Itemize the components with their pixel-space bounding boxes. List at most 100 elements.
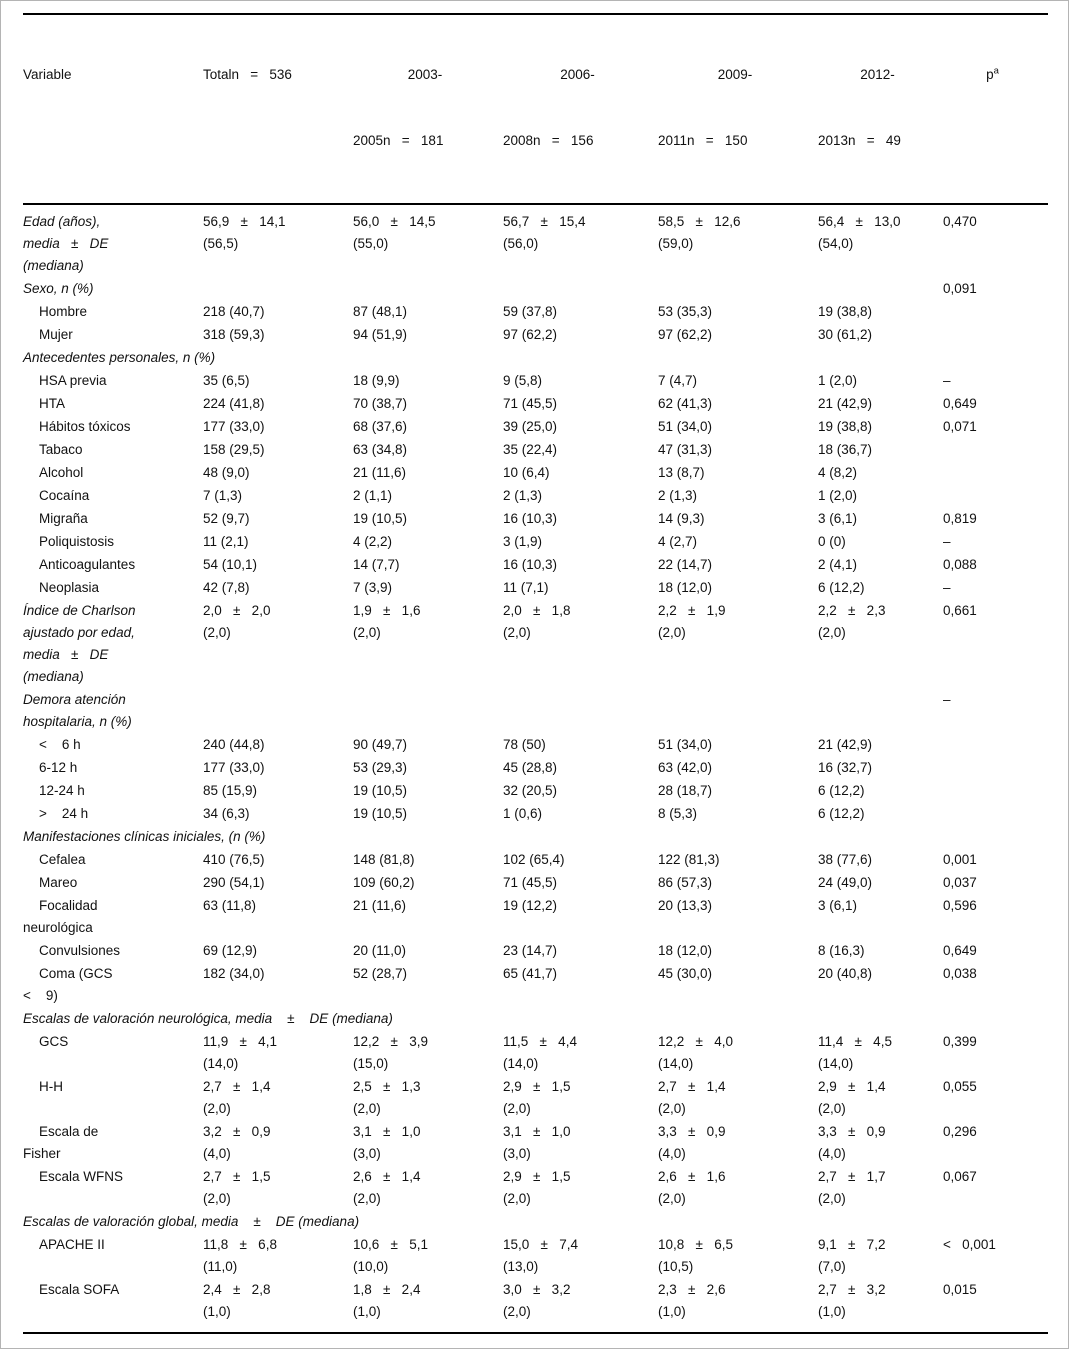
table-row: 6-12 h 177 (33,0) 53 (29,3) 45 (28,8) 63 (42… bbox=[23, 757, 1048, 780]
row-value: 63 (34,8) bbox=[353, 442, 408, 457]
row-value: 7 (3,9) bbox=[353, 580, 393, 595]
row-label: Escala SOFA bbox=[39, 1282, 120, 1297]
row-value: 45 (30,0) bbox=[658, 966, 713, 981]
row-value: 4 (2,2) bbox=[353, 534, 393, 549]
row-value: 51 (34,0) bbox=[658, 419, 713, 434]
row-value: 3,0 ± 3,2 (2,0) bbox=[503, 1282, 571, 1319]
table-row: Mareo 290 (54,1) 109 (60,2) 71 (45,5) 86 (57… bbox=[23, 872, 1048, 895]
row-pvalue bbox=[943, 757, 1048, 780]
row-value: 18 (12,0) bbox=[658, 943, 713, 958]
row-label: Alcohol bbox=[39, 465, 84, 480]
row-value: 71 (45,5) bbox=[503, 396, 558, 411]
row-value: 69 (12,9) bbox=[203, 943, 258, 958]
row-value: 16 (32,7) bbox=[818, 760, 873, 775]
table-row: H-H 2,7 ± 1,4 (2,0) 2,5 ± 1,3 (2,0) 2,9 ± 1… bbox=[23, 1076, 1048, 1121]
row-pvalue: 0,819 bbox=[943, 511, 977, 526]
row-label: Mareo bbox=[39, 875, 78, 890]
row-label: APACHE II bbox=[39, 1237, 105, 1252]
row-pvalue bbox=[943, 324, 1048, 347]
table-row: Mujer 318 (59,3) 94 (51,9) 97 (62,2) 97 (62,… bbox=[23, 324, 1048, 347]
row-pvalue bbox=[943, 803, 1048, 826]
row-value: 20 (40,8) bbox=[818, 966, 873, 981]
row-value: 56,0 ± 14,5 (55,0) bbox=[353, 214, 436, 251]
row-value: 62 (41,3) bbox=[658, 396, 713, 411]
row-label: Focalidad neurológica bbox=[23, 898, 98, 935]
row-value: 6 (12,2) bbox=[818, 580, 865, 595]
row-value: 1 (2,0) bbox=[818, 373, 858, 388]
row-label: Poliquistosis bbox=[39, 534, 115, 549]
table-body: Edad (años), media ± DE (mediana) 56,9 ± … bbox=[23, 204, 1048, 1333]
row-pvalue bbox=[943, 1008, 1048, 1031]
row-value: 2,5 ± 1,3 (2,0) bbox=[353, 1079, 421, 1116]
header-period-line2: 2005n = 181 bbox=[353, 133, 444, 148]
row-value: 2,9 ± 1,4 (2,0) bbox=[818, 1079, 886, 1116]
row-value: 2,7 ± 3,2 (1,0) bbox=[818, 1282, 886, 1319]
table-row: APACHE II 11,8 ± 6,8 (11,0) 10,6 ± 5,1 (10… bbox=[23, 1234, 1048, 1279]
row-value: 90 (49,7) bbox=[353, 737, 408, 752]
row-value: 51 (34,0) bbox=[658, 737, 713, 752]
table-row: Tabaco 158 (29,5) 63 (34,8) 35 (22,4) 47 (31… bbox=[23, 439, 1048, 462]
row-value: 19 (12,2) bbox=[503, 898, 558, 913]
row-label: < 6 h bbox=[39, 737, 81, 752]
row-pvalue bbox=[943, 734, 1048, 757]
row-value: 2 (1,1) bbox=[353, 488, 393, 503]
row-value: 8 (5,3) bbox=[658, 806, 698, 821]
row-value: 3 (1,9) bbox=[503, 534, 543, 549]
row-value: 224 (41,8) bbox=[203, 396, 265, 411]
row-value: 15,0 ± 7,4 (13,0) bbox=[503, 1237, 578, 1274]
row-value: 23 (14,7) bbox=[503, 943, 558, 958]
row-label: Mujer bbox=[39, 327, 73, 342]
row-value: 85 (15,9) bbox=[203, 783, 258, 798]
row-value: 54 (10,1) bbox=[203, 557, 258, 572]
row-value: 182 (34,0) bbox=[203, 966, 265, 981]
section-label: Escalas de valoración neurológica, media… bbox=[23, 1011, 393, 1026]
row-value: 21 (11,6) bbox=[353, 898, 407, 913]
row-value: 30 (61,2) bbox=[818, 327, 873, 342]
row-value: 35 (22,4) bbox=[503, 442, 558, 457]
row-value: 11,5 ± 4,4 (14,0) bbox=[503, 1034, 577, 1071]
header-row: Variable Totaln = 536 2003- 2005n = 181 … bbox=[23, 14, 1048, 205]
table-row: Convulsiones 69 (12,9) 20 (11,0) 23 (14,7) 1… bbox=[23, 940, 1048, 963]
row-value: 87 (48,1) bbox=[353, 304, 408, 319]
table-row: Anticoagulantes 54 (10,1) 14 (7,7) 16 (10,3… bbox=[23, 554, 1048, 577]
row-value: 2,6 ± 1,4 (2,0) bbox=[353, 1169, 421, 1206]
header-period-line1: 2003- bbox=[407, 67, 443, 82]
header-pvalue-label: pa bbox=[943, 64, 1042, 86]
row-value: 56,7 ± 15,4 (56,0) bbox=[503, 214, 586, 251]
row-label: Edad (años), media ± DE (mediana) bbox=[23, 214, 109, 273]
header-period-line2: 2013n = 49 bbox=[818, 133, 901, 148]
table-row: Sexo, n (%) 0,091 bbox=[23, 278, 1048, 301]
row-value: 12,2 ± 3,9 (15,0) bbox=[353, 1034, 428, 1071]
header-period-line1: 2009- bbox=[717, 67, 753, 82]
row-value: 410 (76,5) bbox=[203, 852, 265, 867]
row-value: 78 (50) bbox=[503, 737, 546, 752]
row-value: 9,1 ± 7,2 (7,0) bbox=[818, 1237, 886, 1274]
row-value: 3,3 ± 0,9 (4,0) bbox=[818, 1124, 886, 1161]
row-value: 38 (77,6) bbox=[818, 852, 873, 867]
table-row: Alcohol 48 (9,0) 21 (11,6) 10 (6,4) 13 (8,7)… bbox=[23, 462, 1048, 485]
table-row: < 6 h 240 (44,8) 90 (49,7) 78 (50) 51 (34,0)… bbox=[23, 734, 1048, 757]
table-row: Migraña 52 (9,7) 19 (10,5) 16 (10,3) 14 (9,3… bbox=[23, 508, 1048, 531]
row-value: 11,8 ± 6,8 (11,0) bbox=[203, 1237, 277, 1274]
row-value: 21 (42,9) bbox=[818, 396, 873, 411]
table-row: HTA 224 (41,8) 70 (38,7) 71 (45,5) 62 (41,3)… bbox=[23, 393, 1048, 416]
row-pvalue: 0,649 bbox=[943, 396, 977, 411]
row-pvalue bbox=[943, 1211, 1048, 1234]
row-value: 2,7 ± 1,7 (2,0) bbox=[818, 1169, 886, 1206]
header-col-2003-2005: 2003- 2005n = 181 bbox=[353, 14, 503, 205]
table-row: Escala WFNS 2,7 ± 1,5 (2,0) 2,6 ± 1,4 (2,0… bbox=[23, 1166, 1048, 1211]
row-label: Cocaína bbox=[39, 488, 90, 503]
table-row: GCS 11,9 ± 4,1 (14,0) 12,2 ± 3,9 (15,0) 11,… bbox=[23, 1031, 1048, 1076]
row-value: 11 (7,1) bbox=[503, 580, 549, 595]
row-pvalue bbox=[943, 485, 1048, 508]
header-col-2012-2013: 2012- 2013n = 49 bbox=[818, 14, 943, 205]
row-value: 318 (59,3) bbox=[203, 327, 265, 342]
table-row: Focalidad neurológica 63 (11,8) 21 (11,6) 1… bbox=[23, 895, 1048, 940]
table-row: Cefalea 410 (76,5) 148 (81,8) 102 (65,4) 122… bbox=[23, 849, 1048, 872]
row-value: 2,0 ± 1,8 (2,0) bbox=[503, 603, 571, 640]
row-value: 102 (65,4) bbox=[503, 852, 565, 867]
row-value: 1 (2,0) bbox=[818, 488, 858, 503]
row-value: 2,7 ± 1,4 (2,0) bbox=[658, 1079, 726, 1116]
row-pvalue bbox=[943, 439, 1048, 462]
row-value: 68 (37,6) bbox=[353, 419, 408, 434]
